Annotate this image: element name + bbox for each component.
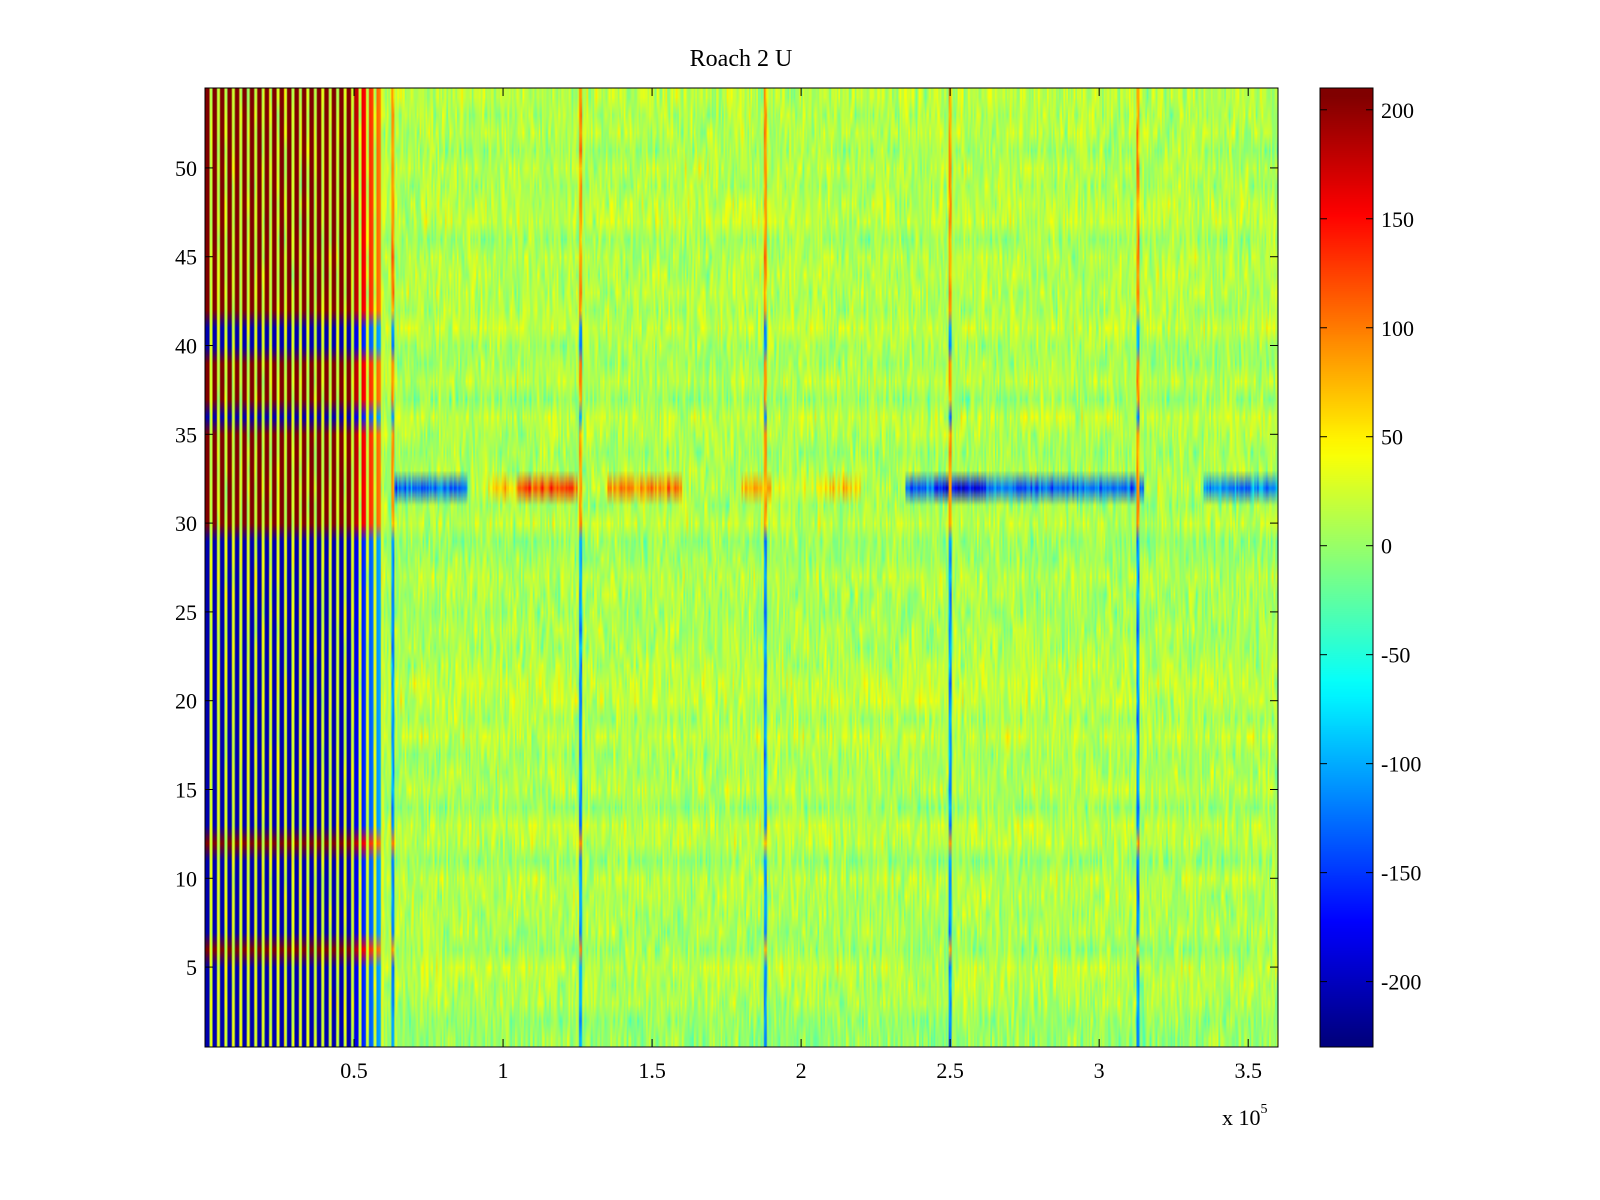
x-tick-label: 1 xyxy=(498,1058,509,1083)
heatmap-plot-area xyxy=(205,88,1278,1047)
colorbar-tick-label: 200 xyxy=(1381,98,1414,123)
y-tick-label: 45 xyxy=(175,245,197,270)
y-axis: 5 10 15 20 25 30 35 40 45 50 xyxy=(175,156,1278,980)
x-tick-label: 3 xyxy=(1094,1058,1105,1083)
x-tick-label: 2.5 xyxy=(936,1058,964,1083)
y-tick-label: 5 xyxy=(186,955,197,980)
colorbar-tick-label: 50 xyxy=(1381,425,1403,450)
colorbar-frame xyxy=(1319,87,1374,1048)
y-tick-label: 15 xyxy=(175,777,197,802)
x-axis-multiplier: x 105 xyxy=(1222,1102,1268,1130)
x-tick-label: 3.5 xyxy=(1234,1058,1262,1083)
x-tick-label: 2 xyxy=(796,1058,807,1083)
colorbar-tick-label: -100 xyxy=(1381,752,1421,777)
y-tick-label: 35 xyxy=(175,422,197,447)
y-tick-label: 30 xyxy=(175,511,197,536)
x-axis: 0.5 1 1.5 2 2.5 3 3.5 xyxy=(340,88,1262,1083)
colorbar-tick-label: 100 xyxy=(1381,316,1414,341)
plot-frame xyxy=(204,87,1279,1048)
chart-title: Roach 2 U xyxy=(690,46,793,72)
colorbar-tick-label: 0 xyxy=(1381,534,1392,559)
y-tick-label: 50 xyxy=(175,156,197,181)
colorbar-gradient xyxy=(1320,88,1373,1047)
colorbar-axis: 200 150 100 50 0 -50 -100 -150 -200 xyxy=(1320,98,1421,995)
y-tick-label: 10 xyxy=(175,866,197,891)
y-tick-label: 20 xyxy=(175,689,197,714)
x-tick-label: 0.5 xyxy=(340,1058,368,1083)
x-tick-label: 1.5 xyxy=(638,1058,666,1083)
colorbar-tick-label: 150 xyxy=(1381,207,1414,232)
colorbar-tick-label: -50 xyxy=(1381,643,1410,668)
colorbar-tick-label: -150 xyxy=(1381,861,1421,886)
y-tick-label: 40 xyxy=(175,334,197,359)
y-tick-label: 25 xyxy=(175,600,197,625)
colorbar-tick-label: -200 xyxy=(1381,970,1421,995)
heatmap-cells xyxy=(205,88,1278,1047)
